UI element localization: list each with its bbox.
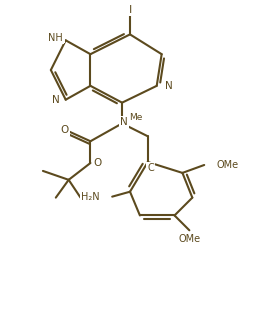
Text: N: N: [120, 117, 128, 128]
Text: I: I: [128, 5, 132, 15]
Text: N: N: [52, 95, 60, 105]
Text: O: O: [61, 125, 69, 135]
Text: Me: Me: [129, 113, 143, 122]
Text: H₂N: H₂N: [81, 192, 99, 202]
Text: N: N: [49, 32, 56, 42]
Text: NH: NH: [48, 33, 63, 43]
Text: C: C: [147, 163, 154, 173]
Text: N: N: [165, 81, 172, 91]
Text: O: O: [93, 158, 102, 168]
Text: OMe: OMe: [216, 160, 238, 170]
Text: H: H: [57, 32, 64, 42]
Text: OMe: OMe: [178, 234, 200, 244]
